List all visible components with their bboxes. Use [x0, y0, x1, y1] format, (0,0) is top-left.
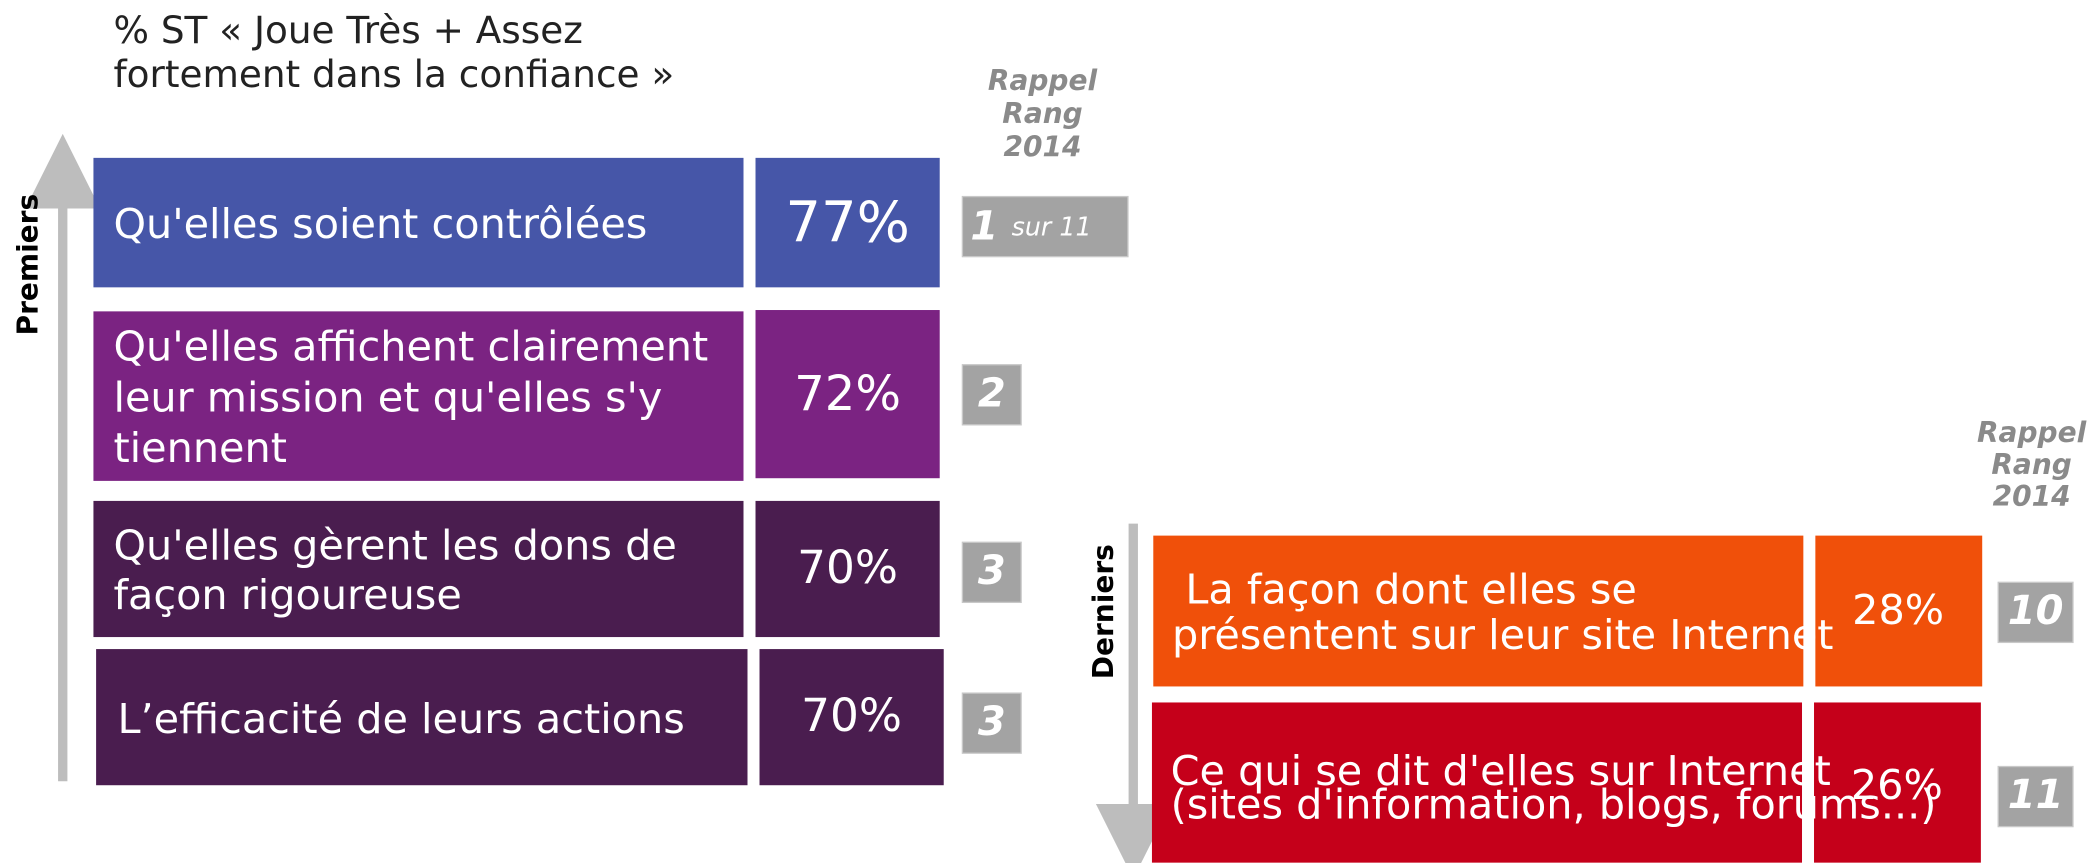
rank-note: sur 11	[1012, 212, 1092, 242]
rank-header: Rang	[1002, 97, 1082, 130]
label-box	[96, 649, 748, 786]
rank: 2	[978, 370, 1006, 416]
label-box	[1153, 535, 1804, 687]
rank-box	[961, 364, 1022, 426]
item-value: 70%	[801, 689, 902, 742]
item-label: Qu'elles affichent clairement	[113, 323, 708, 371]
rank-box	[961, 541, 1022, 604]
rank-box	[961, 692, 1022, 754]
value-box	[755, 157, 940, 288]
rank: 3	[978, 699, 1006, 745]
axis-label: Premiers	[11, 194, 44, 336]
item-label: La façon dont elles se	[1185, 566, 1637, 614]
rank-header: Rappel	[988, 64, 1098, 97]
item-value: 28%	[1852, 586, 1944, 634]
item-label: L’efficacité de leurs actions	[117, 695, 684, 743]
value-box	[755, 500, 940, 638]
item-label: Qu'elles gèrent les dons de	[113, 522, 676, 570]
rank: 3	[978, 548, 1006, 594]
label-box	[1151, 702, 1803, 863]
value-box	[1814, 702, 1981, 863]
rank-header: 2014	[1004, 131, 1082, 164]
label-box	[93, 500, 744, 638]
value-box	[1815, 535, 1983, 687]
rank: 11	[2008, 772, 2064, 818]
item-label: leur mission et qu'elles s'y	[113, 373, 662, 421]
item-value: 26%	[1851, 761, 1943, 809]
title-line: fortement dans la confiance »	[113, 52, 674, 96]
rank-box	[1997, 581, 2074, 644]
item-label: Ce qui se dit d'elles sur Internet	[1171, 747, 1831, 795]
item-label: présentent sur leur site Internet	[1172, 611, 1834, 659]
label-box	[93, 311, 744, 481]
rank-number: 1	[970, 204, 998, 250]
rank: 1 sur 11	[970, 204, 1091, 250]
item-value: 72%	[794, 366, 901, 422]
rank-box	[1997, 765, 2074, 828]
item-note: (sites d'information, blogs, forums...)	[1171, 781, 1937, 829]
item-value: 77%	[785, 191, 910, 256]
rank-header: Rang	[1991, 448, 2071, 481]
rank-box	[961, 195, 1129, 258]
rank-header: 2014	[1993, 480, 2071, 513]
item-label: Qu'elles soient contrôlées	[113, 200, 647, 248]
value-box	[755, 310, 940, 479]
rank: 10	[2008, 588, 2064, 634]
label-box	[93, 157, 744, 288]
item-label: façon rigoureuse	[113, 571, 461, 619]
axis-label: Derniers	[1087, 544, 1120, 679]
value-box	[759, 649, 944, 786]
rank-header: Rappel	[1977, 416, 2087, 449]
item-label: tiennent	[113, 424, 286, 472]
title-line: % ST « Joue Très + Assez	[113, 8, 582, 52]
item-value: 70%	[797, 541, 898, 594]
